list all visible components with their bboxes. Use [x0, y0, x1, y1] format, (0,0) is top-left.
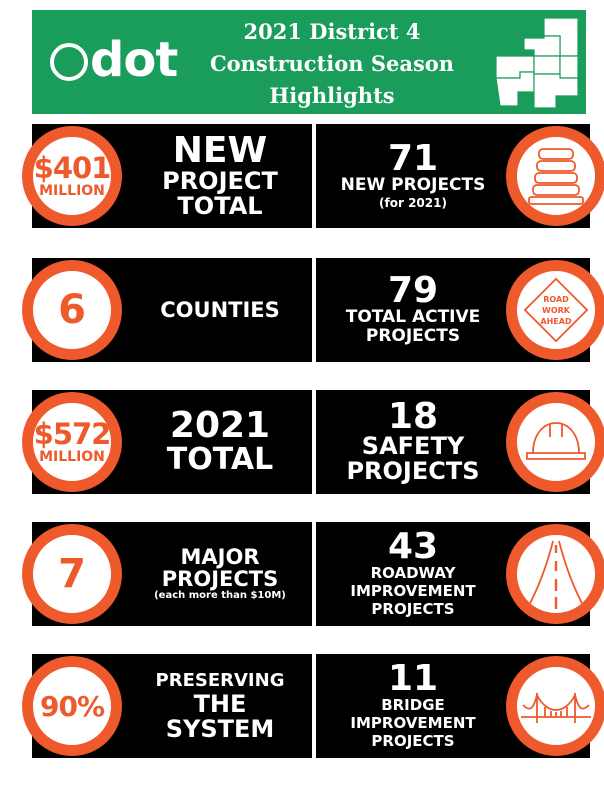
stat-card-safety-projects: 18 SAFETY PROJECTS — [316, 390, 604, 494]
stat-card-bridge-improvement: 11 BRIDGE IMPROVEMENT PROJECTS — [316, 654, 604, 758]
stat-card-roadway-improvement: 43 ROADWAY IMPROVEMENT PROJECTS — [316, 522, 604, 626]
bridge-icon — [521, 692, 591, 723]
stat-circle — [506, 656, 604, 756]
stat-label-line: PROJECTS — [346, 457, 480, 485]
stat-card-2021-total: $572 MILLION 2021 TOTAL — [22, 390, 312, 494]
stat-label-line: COUNTIES — [160, 298, 280, 322]
stat-label-line: BRIDGE — [381, 696, 445, 714]
stat-number: 43 — [387, 526, 439, 567]
logo-text: dot — [90, 32, 178, 88]
stat-circle: ROAD WORK AHEAD — [506, 260, 604, 360]
stat-label-line: PROJECTS — [371, 600, 455, 618]
logo-o-icon — [50, 43, 88, 81]
road-icon — [526, 540, 586, 610]
stat-circle: 90% — [22, 656, 122, 756]
odot-logo: dot — [46, 32, 178, 88]
stat-circle-value: $401 — [33, 151, 112, 185]
stat-circle: $401 MILLION — [22, 126, 122, 226]
stat-label-line: ROADWAY — [370, 564, 456, 582]
stat-label: 18 SAFETY PROJECTS — [320, 390, 506, 494]
stat-label-line: 2021 — [169, 405, 271, 446]
stat-label-line: TOTAL — [166, 442, 274, 477]
stat-circle: 6 — [22, 260, 122, 360]
stat-label-line: SYSTEM — [165, 715, 275, 743]
district-map-icon — [495, 17, 579, 109]
stat-label-line: PROJECTS — [365, 326, 461, 346]
traffic-barrel-icon — [528, 148, 584, 205]
road-work-sign-icon — [523, 277, 589, 343]
stat-circle: $572 MILLION — [22, 392, 122, 492]
stat-note: (each more than $10M) — [154, 590, 286, 601]
stat-card-new-project-total: $401 MILLION NEW PROJECT TOTAL — [22, 124, 312, 228]
stat-card-preserving-system: 90% PRESERVING THE SYSTEM — [22, 654, 312, 758]
stat-label: 71 NEW PROJECTS (for 2021) — [320, 124, 506, 228]
stat-number: 79 — [387, 270, 439, 311]
stat-label-line: PROJECTS — [161, 567, 279, 591]
stat-circle-unit: MILLION — [39, 183, 105, 199]
sign-text-line: ROAD — [543, 294, 569, 304]
stat-label: 2021 TOTAL — [134, 390, 306, 494]
stat-label-line: SAFETY — [361, 432, 465, 460]
stat-label-line: THE — [193, 690, 247, 718]
stat-circle-value: 7 — [58, 551, 86, 597]
stat-label-line: TOTAL — [177, 192, 263, 220]
stat-label: 11 BRIDGE IMPROVEMENT PROJECTS — [320, 654, 506, 758]
stat-circle-value: 90% — [39, 689, 105, 723]
title-line-3: Highlights — [269, 83, 395, 108]
title-line-2: Construction Season — [209, 51, 455, 76]
stat-number: 11 — [387, 658, 439, 699]
stat-circle-value: 6 — [58, 287, 86, 333]
stat-label-line: NEW PROJECTS — [340, 174, 486, 195]
stat-circle-unit: MILLION — [39, 449, 105, 465]
stat-label-line: PROJECT — [162, 167, 278, 195]
stat-label-line: NEW — [172, 130, 268, 171]
stat-number: 71 — [387, 137, 439, 179]
stat-card-major-projects: 7 MAJOR PROJECTS (each more than $10M) — [22, 522, 312, 626]
sign-text-line: AHEAD — [540, 316, 572, 326]
stat-card-new-projects: 71 NEW PROJECTS (for 2021) — [316, 124, 604, 228]
stat-circle — [506, 524, 604, 624]
page-title: 2021 District 4 Construction Season High… — [182, 16, 482, 112]
stat-label-line: IMPROVEMENT — [350, 582, 476, 600]
stat-label-line: IMPROVEMENT — [350, 714, 476, 732]
stat-label: PRESERVING THE SYSTEM — [134, 654, 306, 758]
stat-card-total-active-projects: ROAD WORK AHEAD 79 TOTAL ACTIVE PROJECTS — [316, 258, 604, 362]
stat-circle-value: $572 — [33, 417, 112, 451]
stat-circle — [506, 392, 604, 492]
sign-text-line: WORK — [542, 305, 570, 315]
stat-card-counties: 6 COUNTIES — [22, 258, 312, 362]
title-line-1: 2021 District 4 — [243, 19, 421, 44]
stat-label-line: TOTAL ACTIVE — [345, 307, 481, 327]
stat-label: 43 ROADWAY IMPROVEMENT PROJECTS — [320, 522, 506, 626]
stat-circle: 7 — [22, 524, 122, 624]
header-banner: dot 2021 District 4 Construction Season … — [32, 10, 586, 114]
stat-label: NEW PROJECT TOTAL — [134, 124, 306, 228]
stat-label-line: PROJECTS — [371, 732, 455, 750]
stat-label: MAJOR PROJECTS (each more than $10M) — [134, 522, 306, 626]
hard-hat-icon — [526, 422, 586, 460]
stat-label: 79 TOTAL ACTIVE PROJECTS — [320, 258, 506, 362]
stat-label-line: PRESERVING — [155, 670, 285, 691]
stat-label: COUNTIES — [134, 258, 306, 362]
stat-label-line: MAJOR — [180, 545, 260, 569]
stat-note: (for 2021) — [379, 195, 447, 210]
stat-number: 18 — [387, 396, 439, 437]
stat-circle — [506, 126, 604, 226]
